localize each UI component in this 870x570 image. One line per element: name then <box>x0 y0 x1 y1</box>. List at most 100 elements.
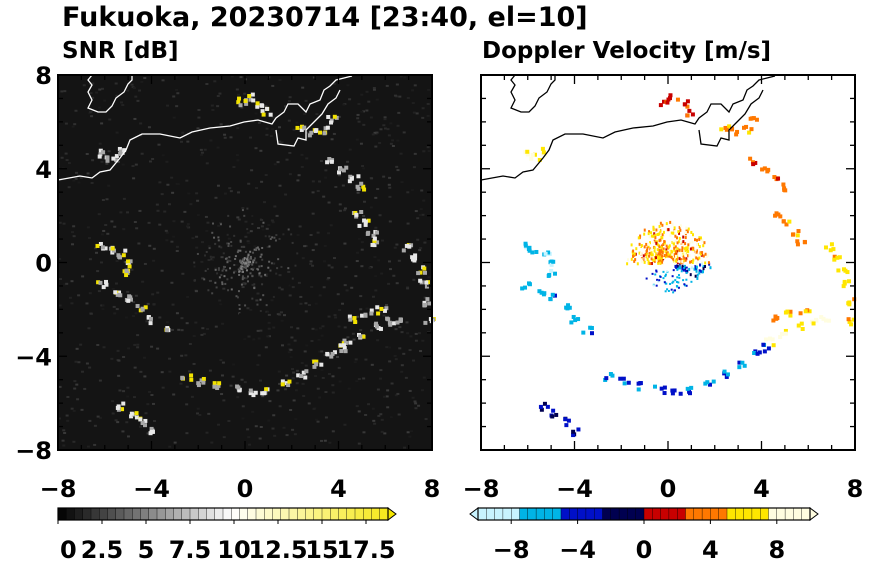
velocity-echo-cell <box>835 255 840 260</box>
snr-echo-cell <box>307 133 312 138</box>
snr-echo-cell <box>299 374 304 379</box>
snr-echo-cell <box>342 346 347 351</box>
velocity-echo-cell <box>525 152 530 157</box>
snr-center-cell <box>268 245 271 248</box>
velocity-center-cell <box>657 280 660 283</box>
snr-center-cell <box>222 265 225 268</box>
snr-center-cell <box>245 269 248 272</box>
snr-noise-cell <box>373 256 377 259</box>
snr-noise-cell <box>241 417 245 420</box>
velocity-colorbar-segment <box>535 507 545 521</box>
snr-noise-cell <box>114 282 118 285</box>
snr-noise-cell <box>415 112 419 115</box>
snr-noise-cell <box>272 326 276 329</box>
snr-noise-cell <box>142 356 146 359</box>
velocity-center-cell <box>653 259 656 263</box>
snr-center-cell <box>230 288 233 291</box>
snr-echo-cell <box>129 411 134 416</box>
velocity-center-cell <box>686 249 689 253</box>
velocity-center-cell <box>661 257 664 261</box>
snr-center-cell <box>251 222 254 225</box>
snr-echo-cell <box>313 129 318 134</box>
snr-noise-cell <box>124 316 128 319</box>
snr-y-tick-label: −8 <box>15 437 52 465</box>
velocity-echo-cell <box>763 337 768 342</box>
velocity-center-cell <box>650 248 653 252</box>
velocity-center-cell <box>676 247 679 251</box>
snr-echo-cell <box>423 302 428 307</box>
snr-noise-cell <box>179 382 183 385</box>
snr-noise-cell <box>395 282 399 285</box>
velocity-center-cell <box>668 244 671 248</box>
velocity-echo-cell <box>618 376 623 381</box>
snr-noise-cell <box>373 131 377 134</box>
snr-noise-cell <box>230 75 234 78</box>
snr-noise-cell <box>72 179 76 182</box>
velocity-echo-cell <box>564 423 569 428</box>
snr-echo-cell <box>140 421 145 426</box>
velocity-echo-cell <box>604 376 609 381</box>
snr-center-cell <box>229 259 232 262</box>
snr-echo-cell <box>127 264 132 269</box>
velocity-center-cell <box>677 252 680 256</box>
snr-center-cell <box>255 247 258 250</box>
snr-noise-cell <box>240 378 244 381</box>
snr-noise-cell <box>412 166 416 169</box>
snr-noise-cell <box>400 370 404 373</box>
snr-noise-cell <box>70 302 74 305</box>
snr-noise-cell <box>317 338 321 341</box>
snr-noise-cell <box>405 321 409 324</box>
snr-noise-cell <box>158 316 162 319</box>
snr-noise-cell <box>406 222 410 225</box>
snr-center-cell <box>242 277 245 280</box>
snr-noise-cell <box>190 395 194 398</box>
velocity-colorbar-segment <box>602 507 612 521</box>
snr-echo-cell <box>339 349 344 354</box>
snr-noise-cell <box>359 295 363 298</box>
velocity-center-cell <box>676 241 679 245</box>
snr-echo-cell <box>337 170 342 175</box>
velocity-center-cell <box>639 234 642 238</box>
snr-colorbar-segment <box>222 507 232 521</box>
snr-center-cell <box>239 249 242 252</box>
snr-noise-cell <box>89 92 93 95</box>
snr-noise-cell <box>75 171 79 174</box>
snr-echo-cell <box>121 253 126 258</box>
velocity-center-cell <box>684 248 687 252</box>
snr-colorbar-tick-label: 7.5 <box>169 536 212 564</box>
velocity-echo-cell <box>705 380 710 385</box>
velocity-center-cell <box>644 257 647 261</box>
snr-noise-cell <box>185 403 189 406</box>
snr-noise-cell <box>396 392 400 395</box>
snr-echo-cell <box>366 218 371 223</box>
velocity-center-cell <box>668 255 671 259</box>
snr-noise-cell <box>288 151 292 154</box>
snr-noise-cell <box>196 199 200 202</box>
snr-echo-cell <box>199 378 204 383</box>
snr-noise-cell <box>296 179 300 182</box>
snr-echo-cell <box>244 101 249 106</box>
snr-echo-cell <box>423 320 428 325</box>
snr-noise-cell <box>388 346 392 349</box>
snr-noise-cell <box>305 344 309 347</box>
snr-noise-cell <box>258 437 262 440</box>
snr-center-cell <box>222 268 225 271</box>
snr-noise-cell <box>396 169 400 172</box>
snr-noise-cell <box>210 441 214 444</box>
snr-noise-cell <box>357 442 361 445</box>
snr-center-cell <box>242 258 245 261</box>
snr-noise-cell <box>356 117 360 120</box>
snr-noise-cell <box>250 169 254 172</box>
snr-noise-cell <box>395 165 399 168</box>
velocity-center-cell <box>678 231 681 235</box>
snr-noise-cell <box>270 299 274 302</box>
snr-echo-cell <box>98 148 103 153</box>
snr-echo-cell <box>115 292 120 297</box>
snr-echo-cell <box>401 248 406 253</box>
snr-noise-cell <box>374 289 378 292</box>
snr-noise-cell <box>297 174 301 177</box>
snr-colorbar-extend-max <box>387 507 397 521</box>
velocity-echo-cell <box>653 384 657 389</box>
velocity-center-cell <box>680 258 683 262</box>
snr-noise-cell <box>152 259 156 262</box>
